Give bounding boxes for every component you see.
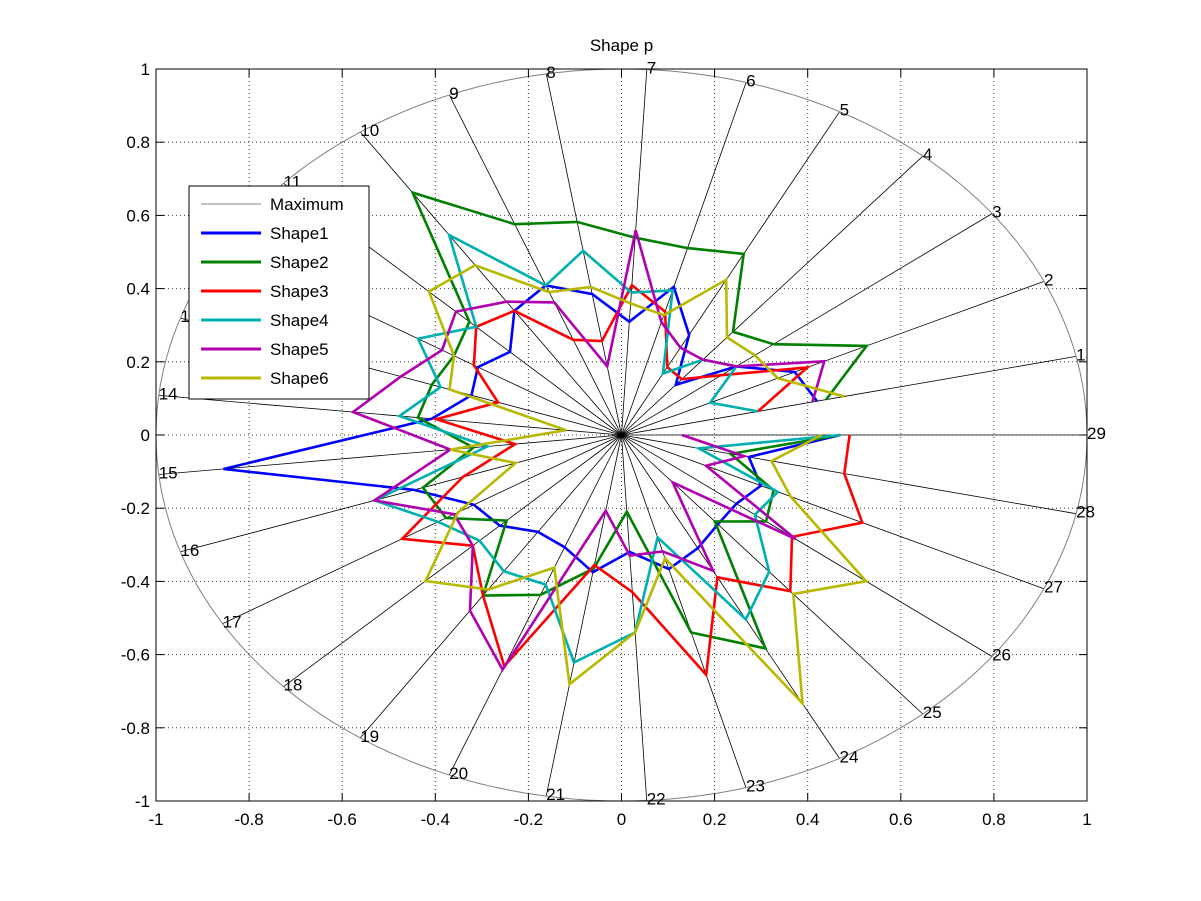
category-label: 28 bbox=[1076, 503, 1095, 522]
x-tick-label: -0.8 bbox=[234, 810, 263, 829]
category-label: 20 bbox=[449, 764, 468, 783]
category-label: 7 bbox=[647, 59, 656, 78]
legend-label: Shape5 bbox=[270, 340, 329, 359]
series-shape4 bbox=[371, 232, 841, 665]
category-label: 19 bbox=[360, 727, 379, 746]
spoke-line bbox=[621, 434, 1045, 590]
y-tick-label: 0 bbox=[141, 426, 150, 445]
category-label: 23 bbox=[746, 777, 765, 796]
x-tick-label: -1 bbox=[148, 810, 163, 829]
spoke-line bbox=[621, 82, 747, 436]
spoke-line bbox=[359, 131, 622, 436]
y-tick-label: -0.8 bbox=[121, 719, 150, 738]
spoke-line bbox=[621, 434, 747, 788]
spoke-line bbox=[158, 434, 622, 475]
legend-label: Maximum bbox=[270, 195, 344, 214]
legend-label: Shape1 bbox=[270, 224, 329, 243]
x-tick-label: 0.6 bbox=[889, 810, 913, 829]
category-label: 25 bbox=[923, 703, 942, 722]
spoke-line bbox=[545, 434, 622, 797]
spoke-line bbox=[545, 73, 622, 436]
category-label: 22 bbox=[647, 790, 666, 809]
spoke-line bbox=[621, 356, 1077, 436]
spoke-line bbox=[359, 434, 622, 739]
category-label: 17 bbox=[223, 613, 242, 632]
category-label: 9 bbox=[449, 84, 458, 103]
category-label: 24 bbox=[840, 747, 859, 766]
spoke-line bbox=[621, 69, 648, 436]
series-shape1 bbox=[223, 284, 841, 574]
series-shape6 bbox=[423, 263, 869, 707]
legend-label: Shape6 bbox=[270, 369, 329, 388]
category-label: 2 bbox=[1044, 270, 1053, 289]
spoke-line bbox=[621, 281, 1045, 436]
y-tick-label: 0.2 bbox=[126, 353, 150, 372]
category-label: 29 bbox=[1087, 424, 1106, 443]
category-label: 21 bbox=[546, 785, 565, 804]
series-shape2 bbox=[410, 190, 870, 651]
category-label: 6 bbox=[746, 71, 755, 90]
spoke-line bbox=[621, 155, 924, 436]
category-label: 1 bbox=[1076, 345, 1085, 364]
legend-label: Shape4 bbox=[270, 311, 329, 330]
x-tick-label: 1 bbox=[1082, 810, 1091, 829]
y-tick-label: 0.4 bbox=[126, 280, 150, 299]
category-label: 18 bbox=[284, 676, 303, 695]
x-tick-label: -0.6 bbox=[328, 810, 357, 829]
y-tick-label: 1 bbox=[141, 60, 150, 79]
category-label: 16 bbox=[180, 541, 199, 560]
chart-title: Shape p bbox=[590, 36, 653, 55]
category-label: 26 bbox=[992, 646, 1011, 665]
category-label: 3 bbox=[992, 203, 1001, 222]
x-tick-label: 0.4 bbox=[796, 810, 820, 829]
x-tick-label: 0.8 bbox=[982, 810, 1006, 829]
category-label: 4 bbox=[923, 145, 932, 164]
legend-label: Shape3 bbox=[270, 282, 329, 301]
x-tick-label: 0 bbox=[617, 810, 626, 829]
spoke-line bbox=[448, 94, 622, 436]
spoke-line bbox=[222, 434, 622, 625]
spoke-line bbox=[621, 213, 993, 436]
category-label: 14 bbox=[159, 384, 178, 403]
spoke-line bbox=[283, 434, 622, 688]
category-label: 10 bbox=[360, 121, 379, 140]
category-label: 5 bbox=[840, 101, 849, 120]
category-label: 8 bbox=[546, 63, 555, 82]
y-tick-label: 0.6 bbox=[126, 206, 150, 225]
category-label: 27 bbox=[1044, 578, 1063, 597]
spoke-line bbox=[621, 111, 840, 436]
category-label: 15 bbox=[159, 464, 178, 483]
y-tick-label: 0.8 bbox=[126, 133, 150, 152]
legend-label: Shape2 bbox=[270, 253, 329, 272]
spoke-line bbox=[180, 434, 622, 553]
y-tick-label: -0.4 bbox=[121, 572, 150, 591]
spoke-line bbox=[621, 434, 993, 657]
x-tick-label: -0.4 bbox=[421, 810, 450, 829]
x-tick-label: -0.2 bbox=[514, 810, 543, 829]
spoke-line bbox=[448, 434, 622, 776]
x-tick-label: 0.2 bbox=[703, 810, 727, 829]
spoke-line bbox=[621, 434, 648, 801]
y-tick-label: -0.6 bbox=[121, 646, 150, 665]
spoke-line bbox=[158, 395, 622, 436]
y-tick-label: -1 bbox=[135, 792, 150, 811]
y-tick-label: -0.2 bbox=[121, 499, 150, 518]
